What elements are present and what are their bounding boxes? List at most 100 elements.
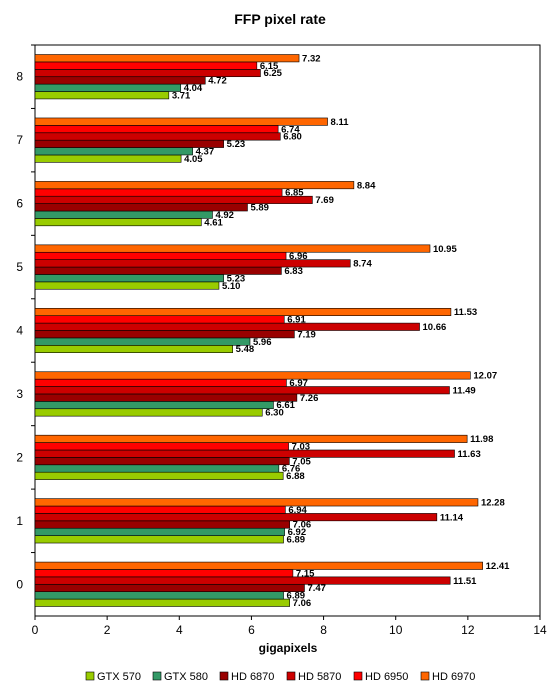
bar (34, 371, 471, 380)
x-axis-title: gigapixels (259, 641, 318, 655)
data-label: 12.07 (473, 371, 497, 382)
data-label: 6.80 (283, 132, 302, 143)
legend-swatch (353, 671, 363, 681)
legend: GTX 570 GTX 580 HD 6870 HD 5870 HD 6950 HD 69… (85, 671, 475, 683)
x-axis-ticks: 0 2 4 6 8 10 12 14 (32, 616, 547, 637)
data-label: 5.96 (253, 337, 272, 348)
data-label: 5.23 (227, 273, 246, 284)
data-label: 6.91 (287, 315, 306, 326)
data-label: 6.25 (263, 68, 282, 79)
data-label: 7.06 (293, 598, 312, 609)
chart-title: FFP pixel rate (234, 11, 326, 27)
data-label: 6.89 (287, 591, 306, 602)
data-label: 7.05 (292, 456, 311, 467)
legend-label: HD 5870 (298, 671, 341, 683)
bar (34, 315, 285, 324)
data-label: 11.98 (470, 434, 493, 445)
data-label: 8.11 (331, 117, 350, 128)
legend-label: HD 6870 (231, 671, 274, 683)
data-label: 6.30 (265, 408, 284, 419)
data-label: 7.03 (292, 441, 311, 452)
data-label: 8.84 (357, 180, 376, 191)
data-label: 3.71 (172, 90, 191, 101)
bar (34, 210, 213, 219)
bar (34, 591, 284, 600)
bar (34, 434, 468, 443)
bar (34, 125, 279, 134)
bar (34, 498, 479, 507)
data-label: 6.88 (286, 471, 305, 482)
bar (34, 442, 289, 451)
data-label: 11.53 (454, 307, 477, 318)
data-label: 6.97 (289, 378, 308, 389)
legend-swatch (219, 671, 229, 681)
bar (34, 188, 283, 197)
data-labels-group: 7.066.897.4711.517.1512.416.896.927.0611… (172, 53, 510, 609)
bar (34, 583, 305, 592)
bar (34, 322, 420, 331)
legend-swatch (286, 671, 296, 681)
bar (34, 505, 286, 514)
bar (34, 337, 251, 346)
bar (34, 520, 290, 529)
bar (34, 244, 431, 253)
legend-label: HD 6970 (432, 671, 475, 683)
bar (34, 83, 182, 92)
x-tick-label: 2 (104, 623, 111, 637)
y-tick-label: 5 (16, 260, 23, 274)
bar (34, 117, 328, 126)
data-label: 6.76 (282, 464, 301, 475)
data-label: 6.15 (260, 61, 279, 72)
data-label: 7.32 (302, 53, 321, 64)
data-label: 12.28 (481, 498, 505, 509)
bar (34, 386, 450, 395)
bar (34, 76, 206, 85)
data-label: 5.23 (227, 139, 246, 150)
legend-label: GTX 570 (97, 671, 141, 683)
y-tick-label: 1 (16, 514, 23, 528)
x-tick-label: 14 (533, 623, 547, 637)
bar (34, 281, 220, 290)
bar (34, 218, 202, 227)
bar (34, 535, 284, 544)
data-label: 12.41 (486, 561, 510, 572)
data-label: 11.63 (458, 449, 481, 460)
bar (34, 561, 483, 570)
data-label: 6.96 (289, 251, 308, 262)
bar (34, 181, 355, 190)
data-label: 7.15 (296, 568, 315, 579)
y-tick-label: 0 (16, 577, 23, 591)
y-tick-label: 8 (16, 70, 23, 84)
data-label: 6.85 (285, 188, 304, 199)
data-label: 4.92 (215, 210, 234, 221)
data-label: 11.49 (452, 385, 475, 396)
data-label: 4.37 (196, 146, 215, 157)
legend-label: GTX 580 (164, 671, 208, 683)
x-tick-label: 12 (461, 623, 475, 637)
bar (34, 154, 182, 163)
data-label: 10.66 (423, 322, 447, 333)
data-label: 4.05 (184, 154, 203, 165)
data-label: 10.95 (433, 244, 457, 255)
bar (34, 576, 451, 585)
bar (34, 527, 285, 536)
data-label: 5.48 (236, 344, 255, 355)
bar (34, 307, 452, 316)
data-label: 7.47 (307, 583, 326, 594)
legend-swatch (152, 671, 162, 681)
data-label: 7.19 (297, 329, 316, 340)
bar (34, 401, 274, 410)
y-tick-label: 2 (16, 450, 23, 464)
bar (34, 569, 294, 578)
bar (34, 147, 193, 156)
y-axis-ticks: 0 1 2 3 4 5 6 7 8 (16, 44, 35, 591)
y-tick-label: 7 (16, 133, 23, 147)
data-label: 6.61 (276, 400, 295, 411)
y-tick-label: 4 (16, 324, 23, 338)
bar (34, 393, 298, 402)
bars-group (34, 54, 483, 607)
legend-label: HD 6950 (365, 671, 408, 683)
bar (34, 251, 287, 260)
bar (34, 344, 233, 353)
bar (34, 61, 258, 70)
